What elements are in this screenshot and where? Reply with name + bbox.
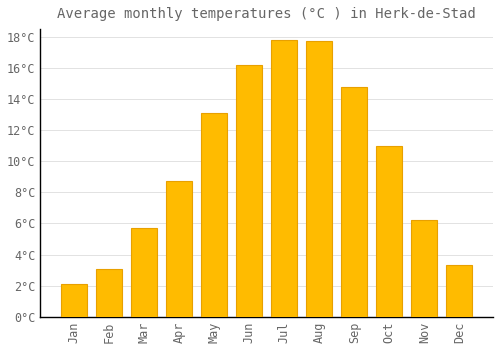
Bar — [376, 146, 402, 317]
Bar — [446, 266, 472, 317]
Bar — [306, 42, 332, 317]
Bar — [236, 65, 262, 317]
Title: Average monthly temperatures (°C ) in Herk-de-Stad: Average monthly temperatures (°C ) in He… — [58, 7, 476, 21]
Bar — [341, 86, 367, 317]
Bar — [61, 284, 87, 317]
Bar — [96, 268, 122, 317]
Bar — [411, 220, 438, 317]
Bar — [271, 40, 297, 317]
Bar — [166, 182, 192, 317]
Bar — [131, 228, 157, 317]
Bar — [201, 113, 228, 317]
